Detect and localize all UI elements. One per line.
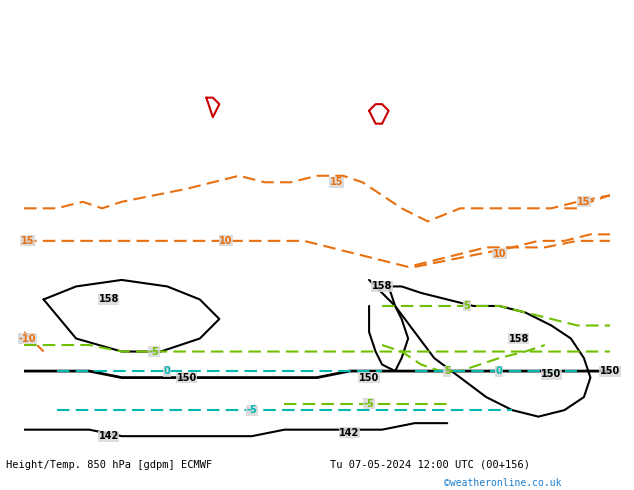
Text: 150: 150 [177, 372, 197, 383]
Text: 150: 150 [541, 369, 562, 379]
Text: 5: 5 [463, 301, 470, 311]
Text: 15: 15 [577, 197, 591, 207]
Text: 10: 10 [493, 249, 506, 259]
Text: 158: 158 [98, 294, 119, 304]
Text: Tu 07-05-2024 12:00 UTC (00+156): Tu 07-05-2024 12:00 UTC (00+156) [330, 460, 529, 470]
Text: Height/Temp. 850 hPa [gdpm] ECMWF: Height/Temp. 850 hPa [gdpm] ECMWF [6, 460, 212, 470]
Text: 0: 0 [164, 366, 171, 376]
Text: 150: 150 [359, 372, 379, 383]
Text: 10: 10 [219, 236, 233, 246]
Text: 158: 158 [508, 334, 529, 343]
Text: -5: -5 [149, 346, 160, 357]
Text: -5: -5 [364, 399, 375, 409]
Text: 150: 150 [600, 366, 620, 376]
Text: 158: 158 [372, 281, 392, 292]
Text: -10: -10 [18, 334, 36, 343]
Text: -5: -5 [247, 405, 257, 415]
Text: 15: 15 [20, 236, 34, 246]
Text: 142: 142 [98, 431, 119, 441]
Text: 0: 0 [496, 366, 503, 376]
Text: 5: 5 [444, 366, 451, 376]
Text: 15: 15 [330, 177, 343, 187]
Text: ©weatheronline.co.uk: ©weatheronline.co.uk [444, 478, 561, 488]
Text: 142: 142 [339, 428, 359, 438]
